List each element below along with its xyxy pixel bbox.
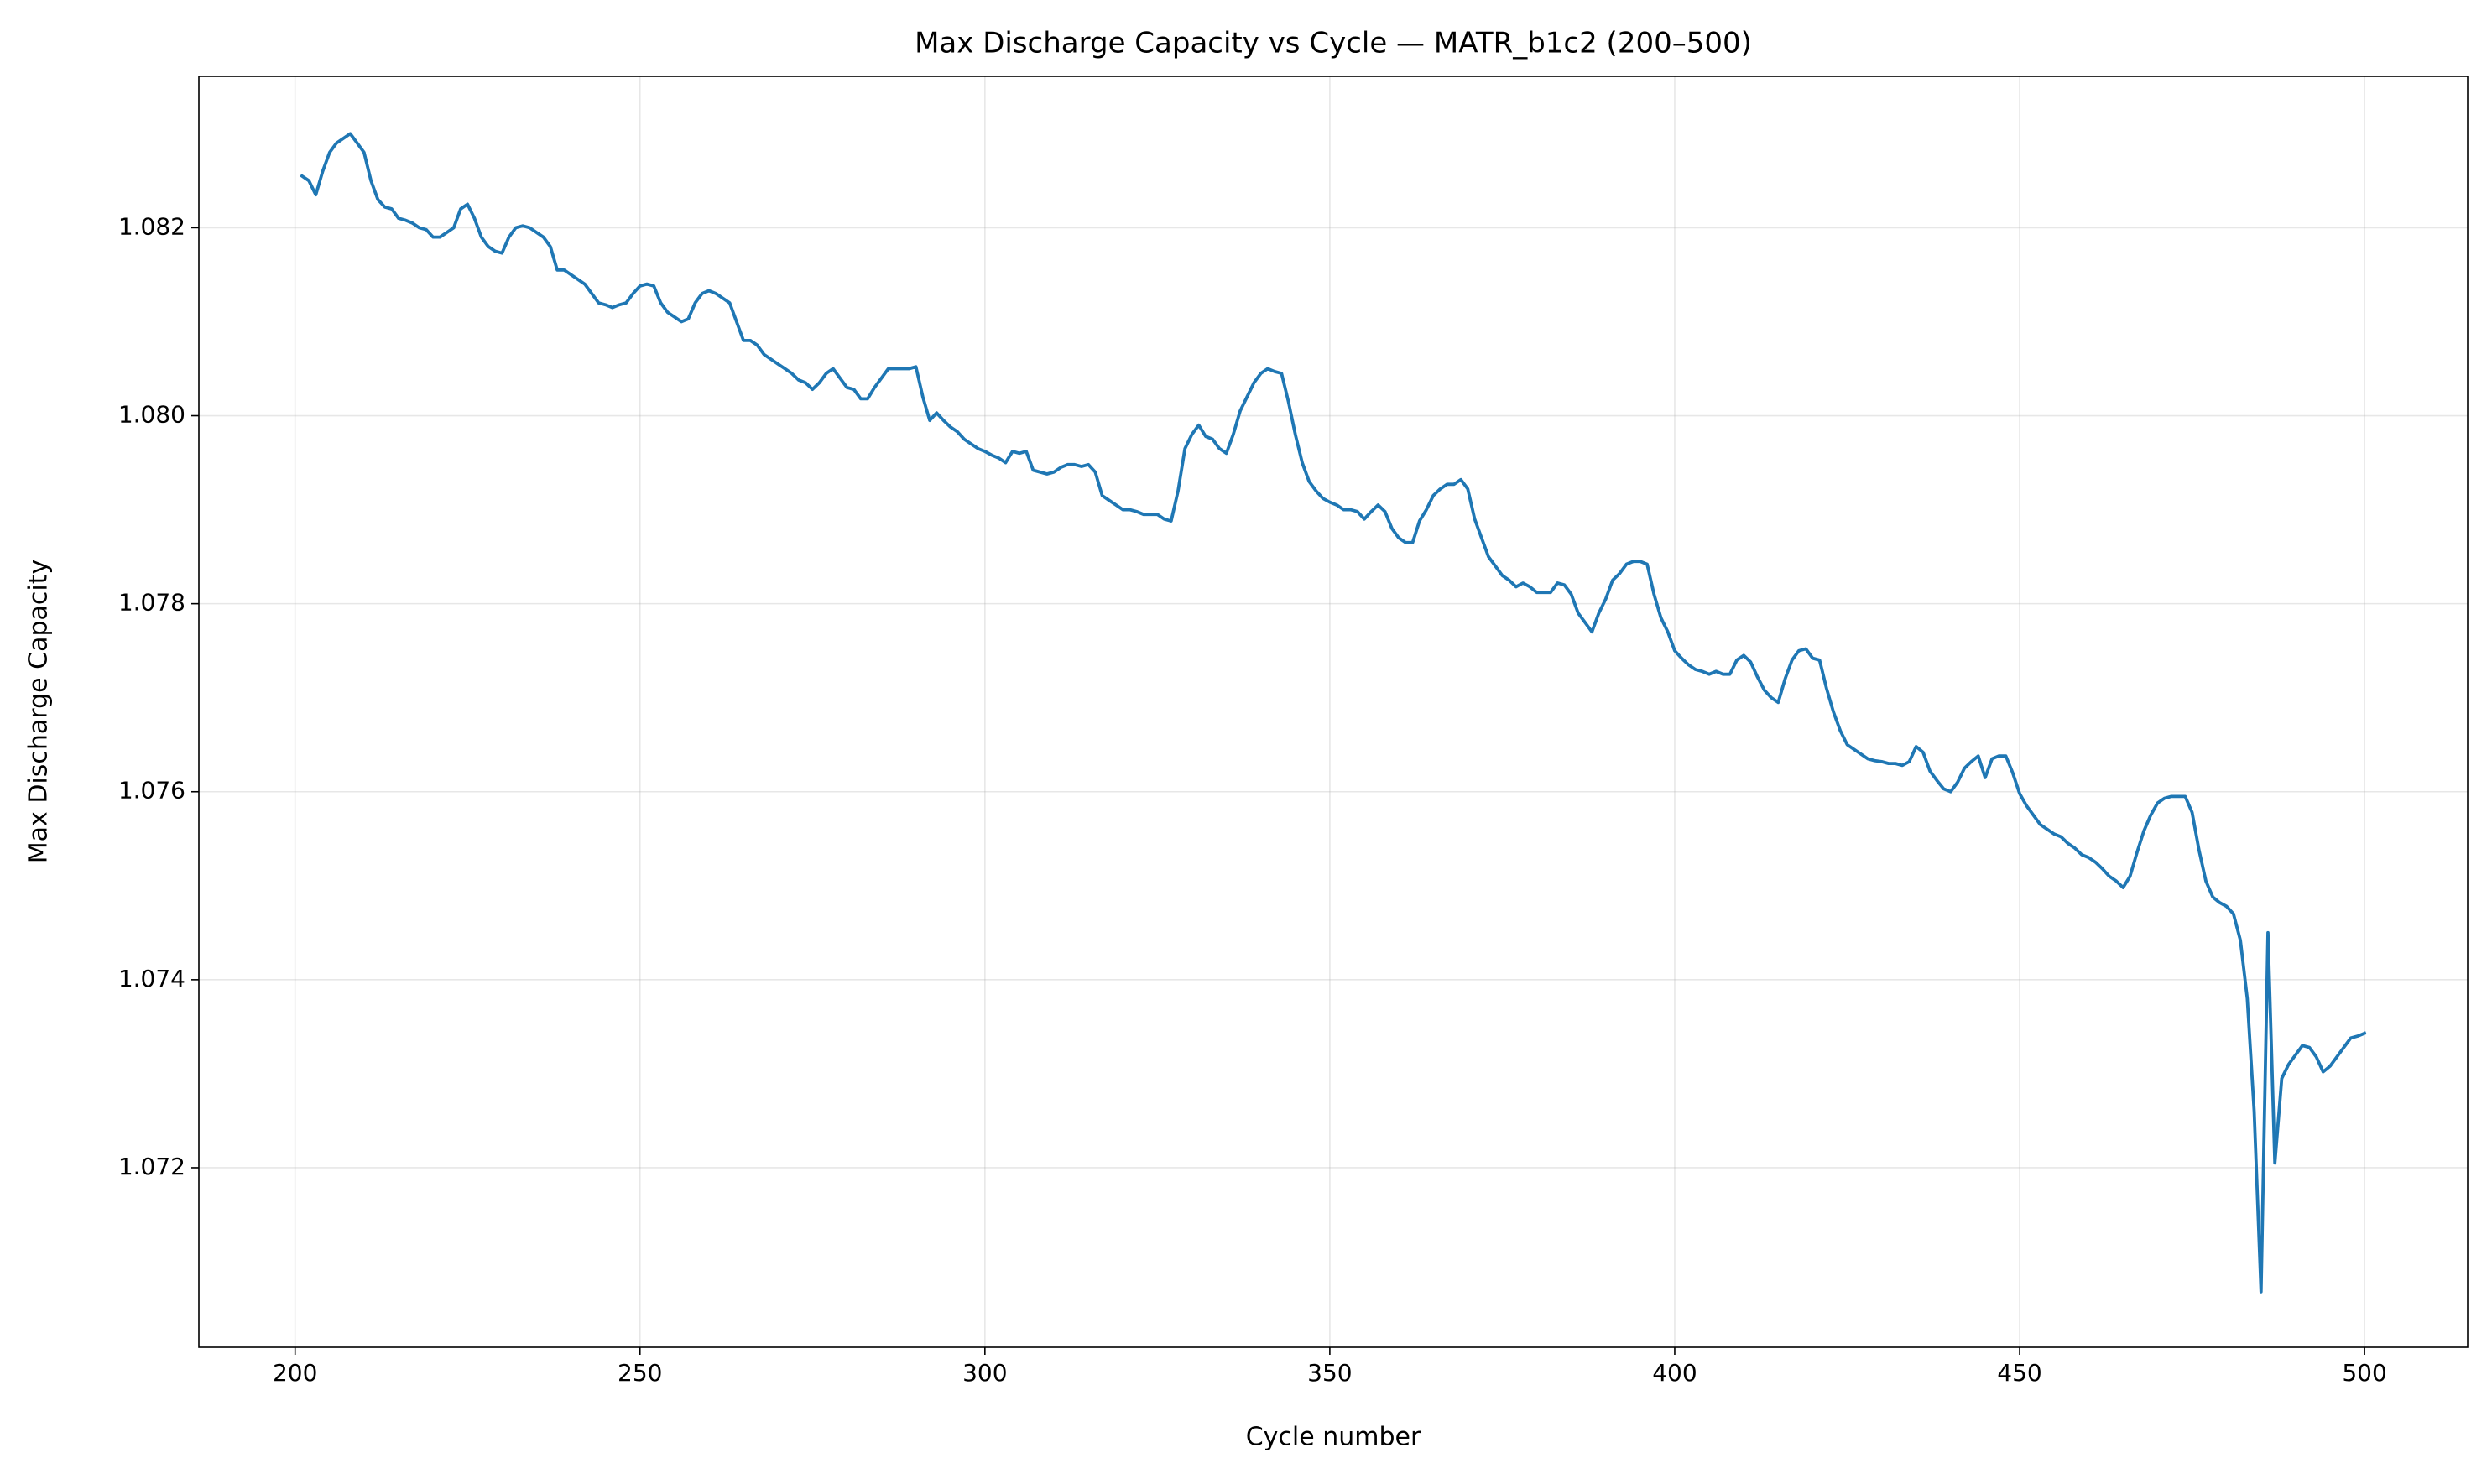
y-tick-label: 1.080 <box>118 401 185 429</box>
x-tick-label: 300 <box>962 1359 1007 1387</box>
y-tick-label: 1.076 <box>118 777 185 804</box>
x-tick-label: 500 <box>2342 1359 2386 1387</box>
y-tick-label: 1.078 <box>118 589 185 617</box>
x-tick-label: 350 <box>1307 1359 1352 1387</box>
x-axis-label: Cycle number <box>1246 1423 1421 1452</box>
data-line <box>300 132 2367 1294</box>
plot-frame <box>198 76 2469 1348</box>
y-axis-label: Max Discharge Capacity <box>24 560 54 863</box>
chart-title: Max Discharge Capacity vs Cycle — MATR_b… <box>915 27 1752 60</box>
x-tick-label: 450 <box>1997 1359 2041 1387</box>
x-tick-label: 400 <box>1652 1359 1697 1387</box>
y-tick-label: 1.072 <box>118 1153 185 1180</box>
x-tick-label: 200 <box>273 1359 317 1387</box>
y-tick-label: 1.074 <box>118 965 185 992</box>
x-tick-label: 250 <box>618 1359 662 1387</box>
y-tick-label: 1.082 <box>118 212 185 240</box>
